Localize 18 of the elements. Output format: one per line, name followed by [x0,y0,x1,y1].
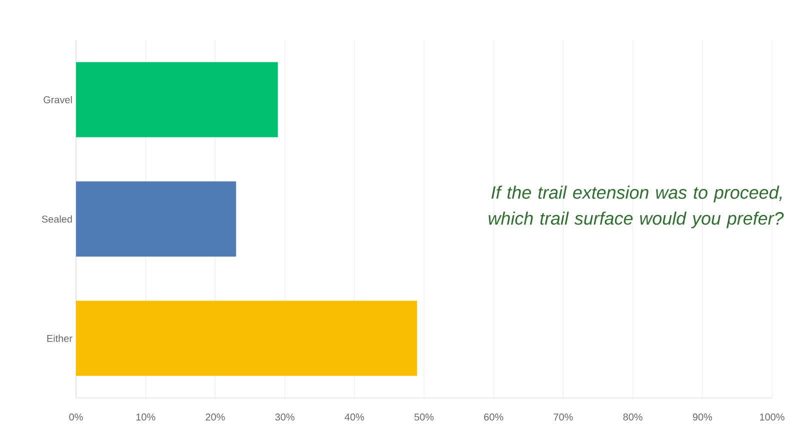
bar [76,181,236,257]
x-tick-label: 50% [414,414,434,421]
bar [76,62,278,138]
x-tick-label: 100% [760,414,784,421]
x-tick-label: 80% [623,414,642,421]
y-tick-label: Sealed [42,215,72,223]
y-tick-label: Gravel [44,96,72,104]
x-tick-label: 20% [206,414,225,421]
x-tick-label: 0% [69,414,83,421]
x-tick-label: 30% [275,414,294,421]
x-tick-label: 90% [692,414,712,421]
y-tick-label: Either [47,334,72,342]
x-tick-label: 40% [344,414,364,421]
bar [76,300,418,376]
annotation: If the trail extension was to proceed, which trail surface would you prefer? [488,186,784,228]
x-tick-label: 10% [136,414,156,421]
x-tick-label: 70% [554,414,573,421]
x-tick-label: 60% [484,414,504,421]
